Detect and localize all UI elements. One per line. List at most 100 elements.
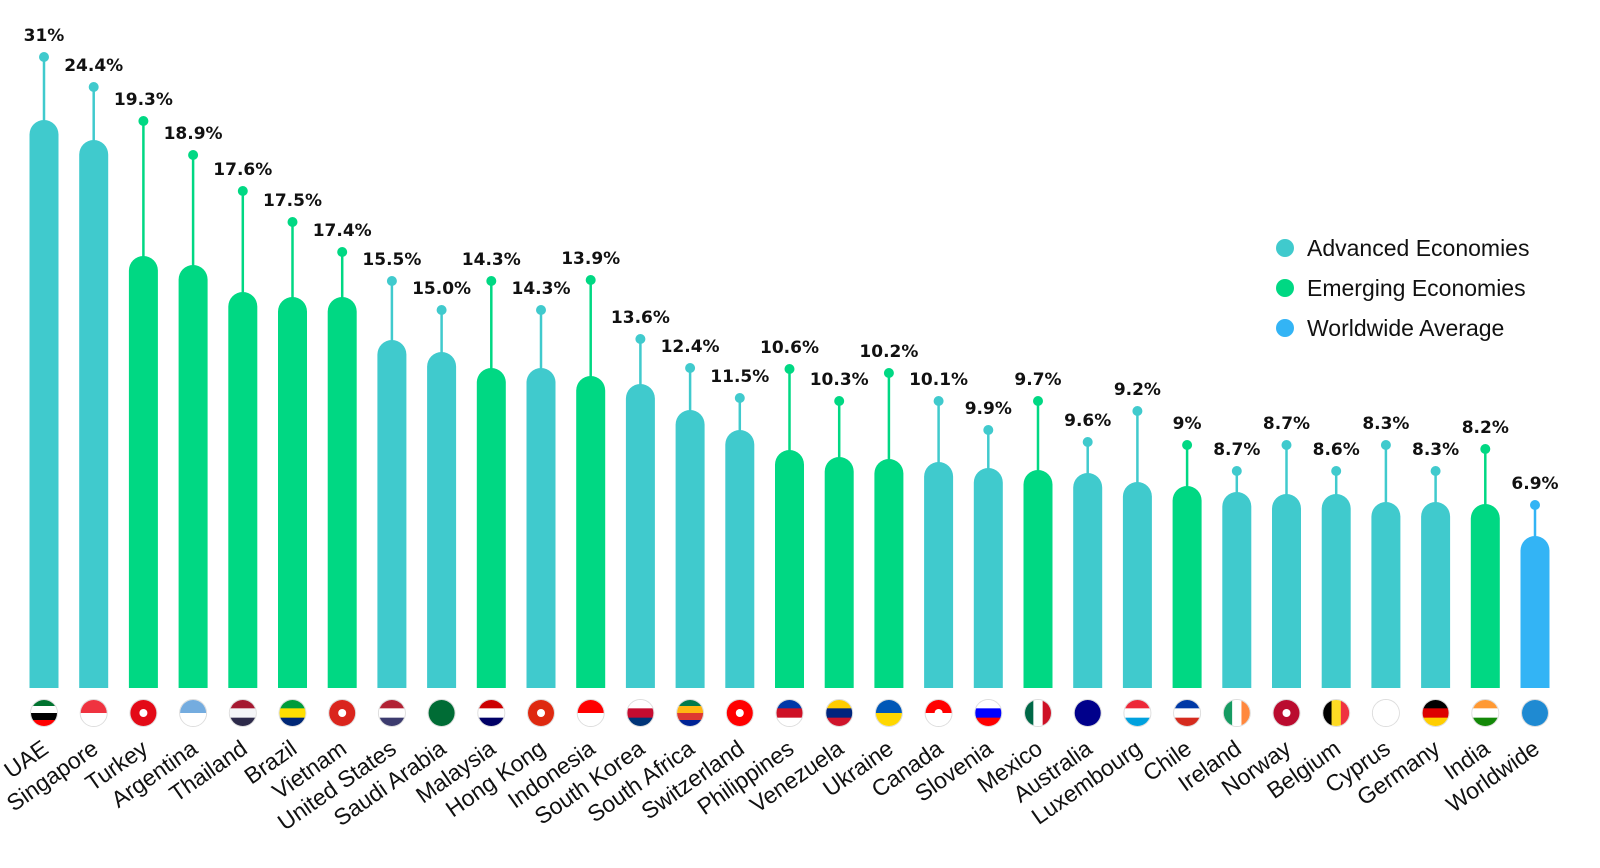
bar-saudi-arabia <box>427 352 457 688</box>
bar-turkey <box>128 256 158 688</box>
value-label-belgium: 8.6% <box>1313 440 1360 460</box>
stem-dot-ireland <box>1231 466 1242 476</box>
value-label-saudi-arabia: 15.0% <box>412 279 471 299</box>
stem-dot-germany <box>1430 466 1441 476</box>
stem-dot-indonesia <box>585 275 596 285</box>
slovenia-flag-icon <box>974 699 1003 727</box>
bar-united-states <box>377 340 407 688</box>
value-label-norway: 8.7% <box>1263 414 1310 434</box>
bar-canada <box>924 462 954 688</box>
norway-flag-icon <box>1272 699 1301 727</box>
value-label-switzerland: 11.5% <box>710 367 769 387</box>
stem-dot-luxembourg <box>1132 406 1143 416</box>
stem-dot-united-states <box>386 276 397 286</box>
stem-dot-mexico <box>1033 396 1043 406</box>
south-africa-flag-icon <box>676 699 705 727</box>
stem-dot-norway <box>1281 440 1292 450</box>
cyprus-flag-icon <box>1371 699 1400 727</box>
value-label-indonesia: 13.9% <box>561 249 620 269</box>
bar-ireland <box>1222 492 1252 688</box>
argentina-flag-icon <box>179 699 208 727</box>
value-label-singapore: 24.4% <box>64 56 123 76</box>
value-label-thailand: 17.6% <box>213 160 272 180</box>
luxembourg-flag-icon <box>1123 699 1152 727</box>
value-label-hong-kong: 14.3% <box>512 279 571 299</box>
bar-group-philippines: 10.6%Philippines <box>692 338 819 820</box>
bar-worldwide <box>1520 536 1550 688</box>
value-label-turkey: 19.3% <box>114 90 173 110</box>
legend-label-worldwide: Worldwide Average <box>1307 314 1505 341</box>
stem-dot-cyprus <box>1380 440 1391 450</box>
legend-dot-advanced <box>1276 239 1294 257</box>
india-flag-icon <box>1471 699 1500 727</box>
hong-kong-flag-icon <box>527 699 555 727</box>
value-label-vietnam: 17.4% <box>313 221 372 241</box>
stem-dot-belgium <box>1331 466 1342 476</box>
bar-switzerland <box>725 430 755 688</box>
uae-flag-icon <box>30 699 58 727</box>
south-korea-flag-icon <box>626 699 655 727</box>
stem-dot-canada <box>933 396 944 406</box>
value-label-luxembourg: 9.2% <box>1114 380 1161 400</box>
legend-label-advanced: Advanced Economies <box>1307 234 1530 261</box>
stem-dot-turkey <box>138 116 149 126</box>
chile-flag-icon <box>1173 699 1202 727</box>
stem-dot-philippines <box>784 364 795 374</box>
bar-malaysia <box>476 368 506 688</box>
bar-group-singapore: 24.4%Singapore <box>2 56 123 816</box>
value-label-ireland: 8.7% <box>1213 440 1260 460</box>
legend: Advanced Economies Emerging Economies Wo… <box>1276 228 1529 348</box>
bar-south-africa <box>675 410 705 688</box>
globe-icon <box>1521 699 1549 727</box>
legend-item-worldwide: Worldwide Average <box>1276 308 1529 348</box>
value-label-uae: 31% <box>24 26 65 46</box>
bar-group-indonesia: 13.9%Indonesia <box>503 249 620 813</box>
stem-dot-venezuela <box>834 396 845 406</box>
stem-dot-slovenia <box>983 425 994 435</box>
ukraine-flag-icon <box>874 699 903 727</box>
stem-dot-uae <box>39 52 49 62</box>
stem-dot-saudi-arabia <box>436 305 447 315</box>
value-label-cyprus: 8.3% <box>1362 414 1409 434</box>
value-label-united-states: 15.5% <box>362 250 421 270</box>
stem-dot-singapore <box>88 82 99 92</box>
turkey-flag-icon <box>129 699 158 727</box>
singapore-flag-icon <box>79 699 108 727</box>
value-label-worldwide: 6.9% <box>1511 474 1558 494</box>
value-label-germany: 8.3% <box>1412 440 1459 460</box>
bar-philippines <box>775 449 804 688</box>
australia-flag-icon <box>1073 699 1102 727</box>
value-label-canada: 10.1% <box>909 370 968 390</box>
stem-dot-malaysia <box>486 276 497 286</box>
bar-vietnam <box>327 297 357 688</box>
bar-group-uae: 31%UAE <box>0 26 64 783</box>
legend-label-emerging: Emerging Economies <box>1307 274 1526 301</box>
legend-item-emerging: Emerging Economies <box>1276 268 1529 308</box>
stem-dot-hong-kong <box>536 305 546 315</box>
stem-dot-ukraine <box>883 368 894 378</box>
venezuela-flag-icon <box>825 699 854 727</box>
legend-dot-emerging <box>1276 279 1294 297</box>
vietnam-flag-icon <box>328 699 357 727</box>
value-label-india: 8.2% <box>1462 418 1509 438</box>
philippines-flag-icon <box>775 699 804 727</box>
united-states-flag-icon <box>377 699 406 727</box>
value-label-australia: 9.6% <box>1064 411 1111 431</box>
brazil-flag-icon <box>278 699 307 727</box>
stem-dot-switzerland <box>734 393 745 403</box>
bar-south-korea <box>625 384 655 688</box>
value-label-argentina: 18.9% <box>164 124 223 144</box>
bar-ukraine <box>874 458 904 688</box>
legend-dot-worldwide <box>1276 319 1294 337</box>
stem-dot-vietnam <box>337 247 348 257</box>
bar-cyprus <box>1371 502 1401 688</box>
stem-dot-south-africa <box>685 363 696 373</box>
value-label-ukraine: 10.2% <box>859 342 918 362</box>
stem-dot-thailand <box>237 186 248 196</box>
bar-hong-kong <box>526 368 556 688</box>
value-label-south-korea: 13.6% <box>611 308 670 328</box>
value-label-venezuela: 10.3% <box>810 370 869 390</box>
bar-india <box>1470 504 1500 688</box>
bar-mexico <box>1023 469 1053 688</box>
saudi-arabia-flag-icon <box>427 699 456 727</box>
